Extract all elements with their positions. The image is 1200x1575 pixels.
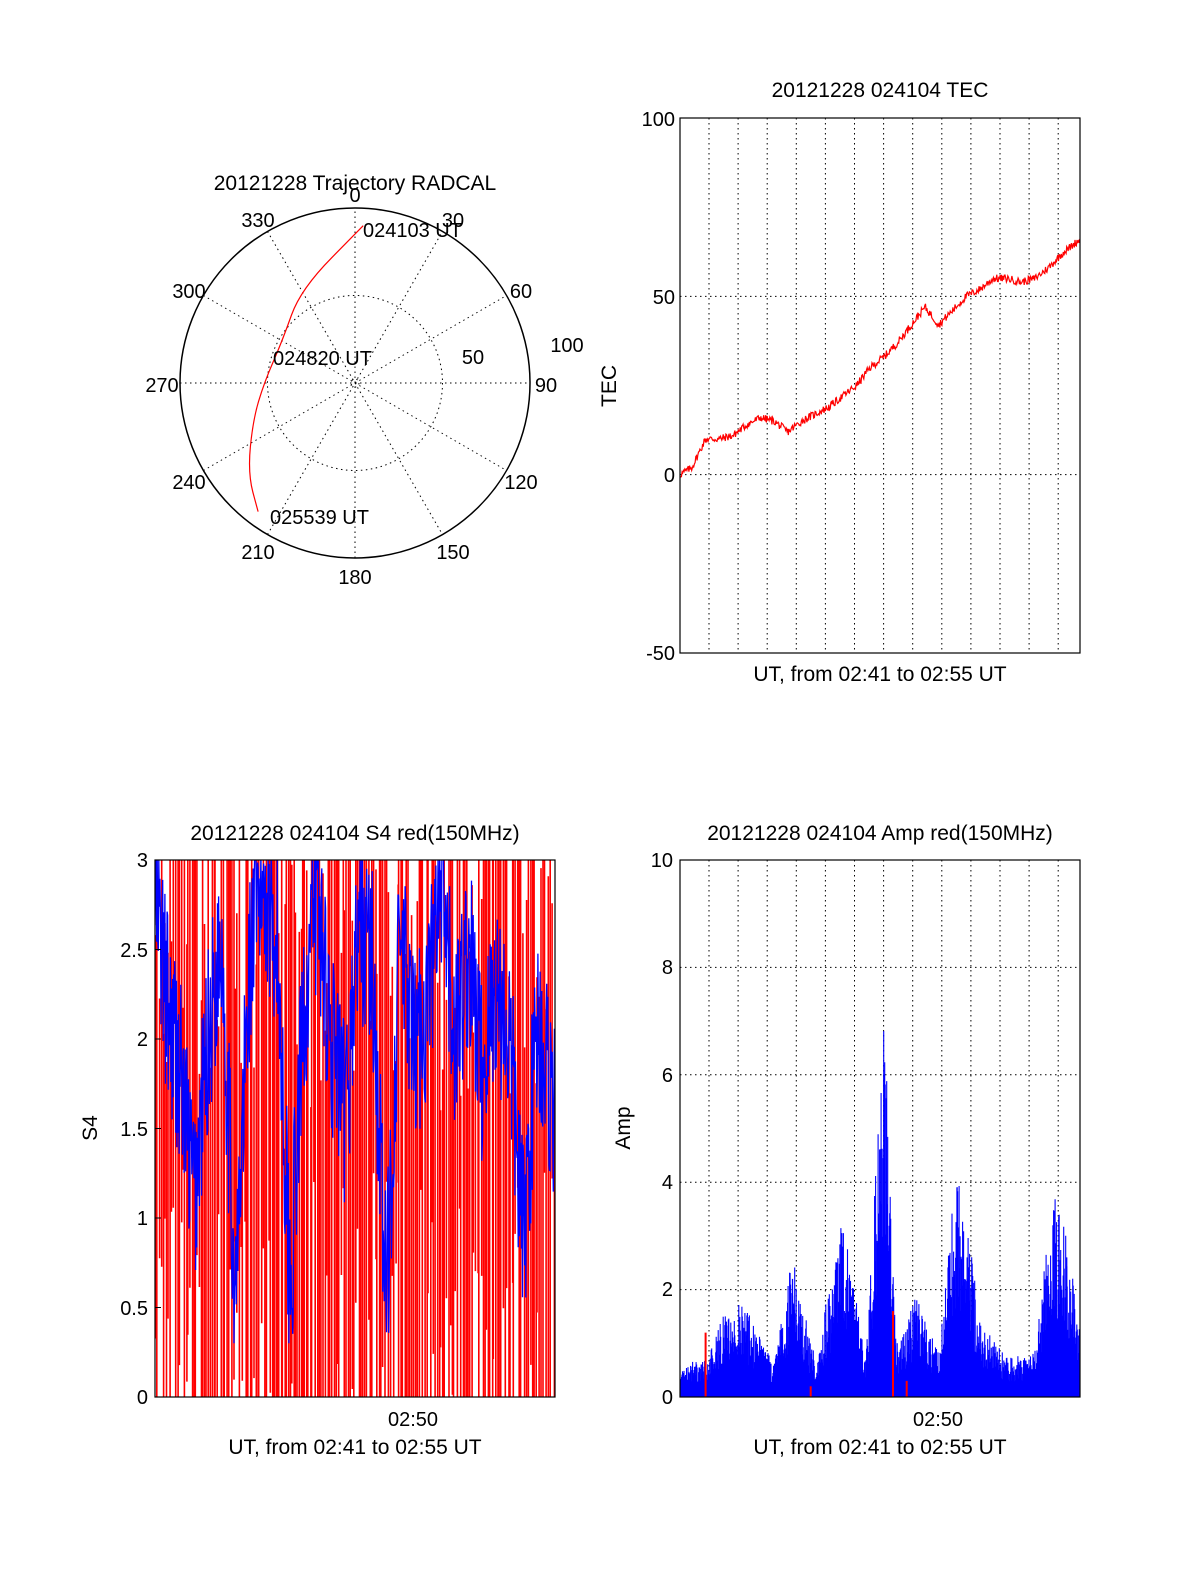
angle-tick-90: 90	[535, 375, 557, 397]
tec-series-line	[679, 238, 1081, 478]
polar-spoke-150	[267, 231, 443, 535]
panel-amp: 20121228 024104 Amp red(150MHz) 10 8 6 4…	[612, 822, 1081, 1459]
annotation-start: 024103 UT	[363, 220, 462, 242]
polar-ring-50	[267, 295, 443, 471]
s4-ytick-0.5: 0.5	[120, 1298, 148, 1320]
tec-ytick-m50: -50	[646, 643, 675, 665]
s4-ytick-0: 0	[137, 1387, 148, 1409]
tec-ytick-50: 50	[653, 287, 675, 309]
angle-tick-30: 30	[442, 210, 464, 232]
s4-ytick-1: 1	[137, 1208, 148, 1230]
s4-ytick-2.5: 2.5	[120, 940, 148, 962]
amp-xtick-0250: 02:50	[913, 1409, 963, 1431]
radius-tick-100: 100	[550, 335, 583, 357]
panel-trajectory: 20121228 Trajectory RADCAL 0 30 60 90 12…	[145, 172, 583, 589]
amp-ytick-6: 6	[662, 1065, 673, 1087]
angle-tick-300: 300	[172, 281, 205, 303]
tec-ytick-0: 0	[664, 465, 675, 487]
s4-xlabel: UT, from 02:41 to 02:55 UT	[228, 1436, 481, 1459]
trajectory-annotations: 024103 UT 024820 UT 025539 UT	[270, 220, 462, 529]
angle-tick-240: 240	[172, 472, 205, 494]
angle-tick-330: 330	[241, 210, 274, 232]
amp-ytick-4: 4	[662, 1172, 673, 1194]
angle-tick-210: 210	[241, 542, 274, 564]
angle-tick-270: 270	[145, 375, 178, 397]
amp-ylabel: Amp	[612, 1106, 635, 1149]
s4-xtick-0250: 02:50	[388, 1409, 438, 1431]
s4-blue-series	[155, 860, 555, 1344]
tec-ylabel: TEC	[598, 365, 621, 407]
amp-ytick-2: 2	[662, 1279, 673, 1301]
tec-y-ticks: 100 50 0 -50	[642, 109, 675, 665]
amp-xlabel: UT, from 02:41 to 02:55 UT	[753, 1436, 1006, 1459]
tec-grid	[680, 117, 1080, 654]
amp-y-ticks: 10 8 6 4 2 0	[651, 850, 673, 1409]
amp-blue-series	[680, 1031, 1080, 1397]
panel-s4: 20121228 024104 S4 red(150MHz) 3 2.5 2 1…	[79, 822, 556, 1459]
angle-tick-120: 120	[504, 472, 537, 494]
amp-frame	[679, 859, 1081, 1398]
trajectory-title: 20121228 Trajectory RADCAL	[214, 172, 497, 195]
s4-ylabel: S4	[79, 1115, 102, 1141]
s4-ytick-2: 2	[137, 1029, 148, 1051]
amp-red-series	[704, 1311, 908, 1397]
panel-tec: 20121228 024104 TEC 100 50 0 -50 TEC UT,…	[598, 79, 1081, 686]
s4-y-ticks: 3 2.5 2 1.5 1 0.5 0	[120, 850, 148, 1409]
angle-tick-150: 150	[436, 542, 469, 564]
amp-ytick-0: 0	[662, 1387, 673, 1409]
s4-ytick-1.5: 1.5	[120, 1119, 148, 1141]
angle-tick-60: 60	[510, 281, 532, 303]
amp-ytick-10: 10	[651, 850, 673, 872]
amp-ytick-8: 8	[662, 957, 673, 979]
angle-tick-0: 0	[349, 185, 360, 207]
tec-title: 20121228 024104 TEC	[772, 79, 989, 102]
polar-angle-ticks: 0 30 60 90 120 150 180 210 240 270 300 3…	[145, 185, 557, 589]
s4-title: 20121228 024104 S4 red(150MHz)	[190, 822, 519, 845]
s4-tick-marks	[155, 859, 161, 1398]
polar-grid	[180, 208, 530, 558]
annotation-end: 025539 UT	[270, 507, 369, 529]
tec-xlabel: UT, from 02:41 to 02:55 UT	[753, 663, 1006, 686]
polar-outer-ring	[179, 207, 531, 559]
radius-tick-50: 50	[462, 347, 484, 369]
tec-frame	[679, 117, 1081, 654]
amp-title: 20121228 024104 Amp red(150MHz)	[707, 822, 1053, 845]
tec-ytick-100: 100	[642, 109, 675, 131]
trajectory-line	[248, 225, 364, 512]
angle-tick-180: 180	[338, 567, 371, 589]
polar-radius-ticks: 50 100	[462, 335, 584, 369]
s4-ytick-3: 3	[137, 850, 148, 872]
annotation-mid: 024820 UT	[273, 348, 372, 370]
